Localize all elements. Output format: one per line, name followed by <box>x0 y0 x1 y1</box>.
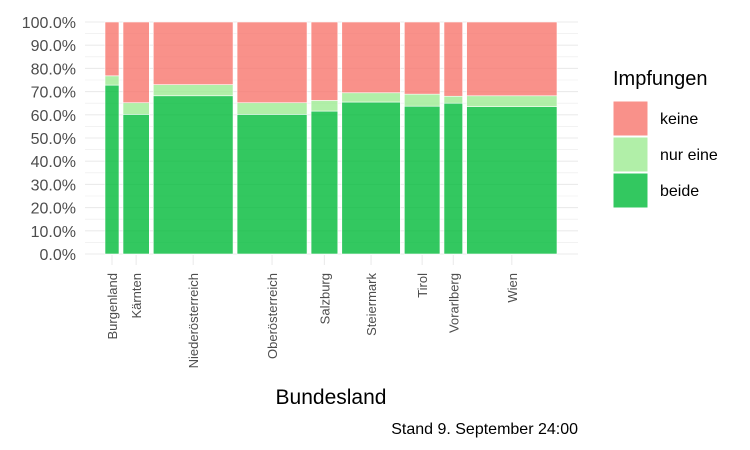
legend-title: Impfungen <box>613 68 708 90</box>
x-tick-label: Tirol <box>415 273 430 298</box>
legend-key-beide <box>612 172 649 209</box>
legend-label: beide <box>660 183 699 200</box>
bar-segment-keine <box>341 21 401 94</box>
x-tick-label: Wien <box>505 273 520 303</box>
bar-segment-beide <box>236 114 308 255</box>
y-tick-label: 10.0% <box>31 224 76 241</box>
bar-segment-beide <box>466 106 558 255</box>
bar-segment-nur-eine <box>104 75 120 86</box>
bar-segment-beide <box>310 110 339 255</box>
x-tick-label: Kärnten <box>129 273 144 319</box>
legend-key-nur-eine <box>612 136 649 173</box>
y-tick-label: 80.0% <box>31 61 76 78</box>
bar-segment-keine <box>122 21 150 104</box>
x-tick-label: Burgenland <box>105 273 120 340</box>
y-tick-label: 30.0% <box>31 177 76 194</box>
bar-segment-beide <box>404 105 441 255</box>
bars <box>104 21 558 255</box>
x-axis-ticks: Burgenland Kärnten Niederösterreich Oberöst… <box>105 273 520 369</box>
y-tick-label: 0.0% <box>40 247 76 264</box>
caption: Stand 9. September 24:00 <box>391 421 578 438</box>
x-tick-label: Salzburg <box>317 273 332 324</box>
legend-label: keine <box>660 111 698 128</box>
bar-segment-keine <box>153 21 234 85</box>
x-tick-label: Oberösterreich <box>265 273 280 359</box>
bar-segment-beide <box>443 102 463 255</box>
y-tick-label: 50.0% <box>31 131 76 148</box>
bar-segment-nur-eine <box>466 95 558 107</box>
y-tick-label: 60.0% <box>31 108 76 125</box>
bar-segment-keine <box>466 21 558 97</box>
x-tick-label: Niederösterreich <box>186 273 201 368</box>
legend-key-keine <box>612 100 649 137</box>
bar-segment-keine <box>236 21 308 104</box>
bar-segment-beide <box>104 84 120 255</box>
bar-segment-nur-eine <box>310 100 339 112</box>
bar-segment-beide <box>341 101 401 255</box>
bar-segment-keine <box>310 21 339 101</box>
x-tick-label: Steiermark <box>364 273 379 336</box>
y-axis-ticks: 0.0% 10.0% 20.0% 30.0% 40.0% 50.0% 60.0% 70.0% 8… <box>22 15 76 264</box>
bar-segment-nur-eine <box>122 102 150 115</box>
y-tick-label: 90.0% <box>31 38 76 55</box>
bar-segment-nur-eine <box>341 92 401 103</box>
bar-segment-beide <box>153 95 234 255</box>
bar-segment-nur-eine <box>236 102 308 115</box>
y-tick-label: 40.0% <box>31 154 76 171</box>
bar-segment-nur-eine <box>443 95 463 104</box>
x-tick-label: Vorarlberg <box>446 273 461 333</box>
y-tick-label: 70.0% <box>31 85 76 102</box>
legend: Impfungen keine nur eine beide <box>612 68 718 209</box>
bar-segment-beide <box>122 114 150 255</box>
bar-segment-keine <box>404 21 441 95</box>
bar-segment-nur-eine <box>404 93 441 107</box>
x-axis-title: Bundesland <box>276 386 387 409</box>
y-tick-label: 20.0% <box>31 201 76 218</box>
bar-segment-keine <box>104 21 120 77</box>
y-tick-label: 100.0% <box>22 15 76 32</box>
bar-segment-keine <box>443 21 463 97</box>
legend-label: nur eine <box>660 147 718 164</box>
bar-segment-nur-eine <box>153 84 234 97</box>
